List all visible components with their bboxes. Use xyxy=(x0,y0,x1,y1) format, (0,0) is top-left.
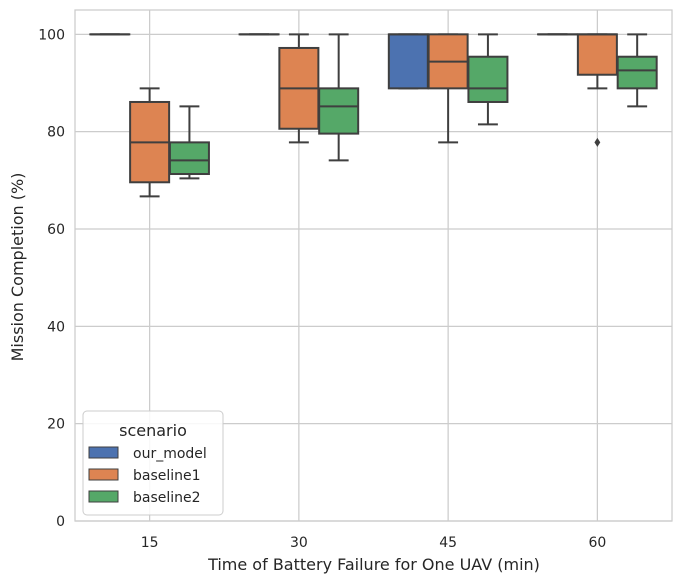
box-our_model-45 xyxy=(387,33,429,90)
box-baseline1-45 xyxy=(427,33,469,144)
legend-label-baseline2: baseline2 xyxy=(133,490,201,506)
x-tick-label: 30 xyxy=(290,535,308,551)
x-tick-label: 15 xyxy=(141,535,159,551)
box-body xyxy=(318,87,360,135)
box-baseline2-30 xyxy=(318,33,360,162)
box-baseline1-60 xyxy=(576,33,618,147)
legend-swatch-baseline2 xyxy=(88,490,119,503)
legend-title: scenario xyxy=(119,421,187,440)
y-tick-label: 100 xyxy=(38,27,65,43)
y-tick-label: 60 xyxy=(47,222,65,238)
legend-label-our_model: our_model xyxy=(133,446,207,462)
legend: scenario our_model baseline1 baseline2 xyxy=(82,410,224,516)
outlier-point xyxy=(594,137,601,147)
x-axis-title: Time of Battery Failure for One UAV (min… xyxy=(207,555,540,574)
y-axis-title: Mission Completion (%) xyxy=(8,173,27,362)
x-tick-label: 60 xyxy=(588,535,606,551)
legend-frame xyxy=(82,410,224,516)
legend-items: our_model baseline1 baseline2 xyxy=(88,446,207,506)
box-body xyxy=(576,33,618,76)
y-tick-label: 80 xyxy=(47,125,65,141)
box-body xyxy=(387,33,429,90)
box-baseline2-15 xyxy=(168,105,210,180)
box-baseline2-60 xyxy=(616,33,658,108)
box-body xyxy=(616,55,658,90)
y-tick-labels: 0 20 40 60 80 100 xyxy=(38,27,65,530)
legend-label-baseline1: baseline1 xyxy=(133,468,201,484)
box-body xyxy=(467,55,509,103)
box-baseline1-30 xyxy=(278,33,320,144)
x-tick-labels: 15 30 45 60 xyxy=(141,535,607,551)
x-tick-label: 45 xyxy=(439,535,457,551)
box-baseline1-15 xyxy=(129,87,171,198)
plot-boxes xyxy=(89,33,658,198)
y-tick-label: 0 xyxy=(56,514,65,530)
box-body xyxy=(168,141,210,176)
plot-frame xyxy=(74,9,673,522)
y-tick-label: 20 xyxy=(47,417,65,433)
y-tick-label: 40 xyxy=(47,319,65,335)
box-baseline2-45 xyxy=(467,33,509,126)
legend-swatch-our_model xyxy=(88,446,119,459)
legend-swatch-baseline1 xyxy=(88,468,119,481)
